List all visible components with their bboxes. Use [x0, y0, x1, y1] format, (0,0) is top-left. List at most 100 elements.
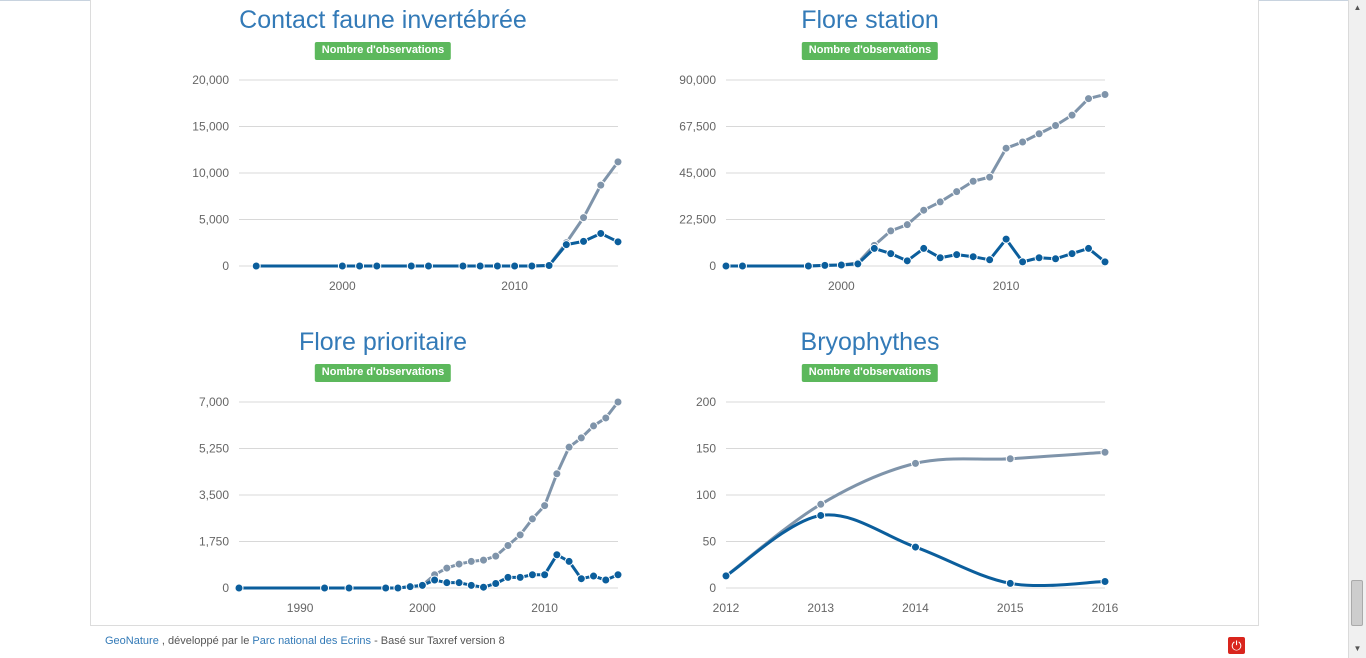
- y-tick-label: 22,500: [679, 213, 716, 227]
- data-point: [985, 255, 995, 265]
- data-point: [442, 578, 452, 588]
- data-point: [1018, 137, 1028, 147]
- y-tick-label: 100: [696, 488, 716, 502]
- chart-flore-station: Flore station Nombre d'observations 0 22,…: [650, 2, 1110, 302]
- data-point: [968, 252, 978, 262]
- data-point: [544, 261, 554, 271]
- y-tick-label: 10,000: [192, 166, 229, 180]
- data-point: [1084, 243, 1094, 253]
- geonature-link[interactable]: GeoNature: [105, 635, 159, 647]
- chart-flore-prioritaire: Flore prioritaire Nombre d'observations …: [163, 324, 623, 624]
- data-point: [721, 571, 731, 581]
- data-point: [820, 260, 830, 270]
- data-point: [1018, 257, 1028, 267]
- data-point: [466, 556, 476, 566]
- data-point: [1005, 578, 1015, 588]
- data-point: [911, 458, 920, 468]
- scroll-down-arrow-icon[interactable]: ▼: [1353, 644, 1362, 653]
- data-point: [503, 540, 513, 550]
- scrollbar[interactable]: ▲ ▼: [1348, 0, 1366, 658]
- series-line-0: [726, 93, 1106, 268]
- series-line-0: [725, 450, 1106, 578]
- data-point: [601, 575, 611, 585]
- data-point: [816, 510, 826, 520]
- data-point: [337, 261, 347, 271]
- data-point: [475, 261, 485, 271]
- y-tick-label: 0: [709, 259, 716, 273]
- y-tick-label: 20,000: [192, 73, 229, 87]
- data-point: [886, 249, 896, 259]
- chart-title: Flore prioritaire: [298, 328, 468, 356]
- data-point: [552, 550, 562, 560]
- data-point: [803, 261, 813, 271]
- x-tick-label: 2015: [997, 601, 1024, 615]
- data-point: [589, 421, 599, 431]
- footer: GeoNature , développé par le Parc nation…: [105, 635, 505, 647]
- parc-ecrins-link[interactable]: Parc national des Ecrins: [252, 635, 372, 647]
- data-point: [491, 551, 501, 561]
- observations-badge: Nombre d'observations: [314, 42, 452, 60]
- data-point: [479, 582, 489, 592]
- data-point: [1001, 234, 1011, 244]
- data-point: [561, 240, 571, 250]
- data-point: [911, 542, 920, 552]
- data-point: [1067, 249, 1077, 259]
- y-tick-label: 0: [222, 259, 229, 273]
- data-point: [935, 253, 945, 263]
- observations-badge: Nombre d'observations: [801, 364, 939, 382]
- x-tick-label: 2000: [329, 279, 356, 293]
- data-point: [503, 572, 513, 582]
- data-point: [552, 469, 562, 479]
- data-point: [1100, 89, 1110, 99]
- x-tick-label: 1990: [287, 601, 314, 615]
- data-point: [479, 555, 489, 565]
- chart-svg: 0 5,000 10,000 15,000 20,000 2000 2010: [192, 73, 623, 293]
- data-point: [564, 442, 574, 452]
- chart-contact-faune: Contact faune invertébrée Nombre d'obser…: [163, 2, 623, 302]
- data-point: [454, 559, 464, 569]
- data-point: [613, 570, 623, 580]
- scrollbar-thumb[interactable]: [1351, 580, 1363, 626]
- data-point: [613, 157, 623, 167]
- y-tick-label: 5,000: [199, 213, 229, 227]
- data-point: [1084, 94, 1094, 104]
- chart-svg: 0 1,750 3,500 5,250 7,000 1990 2000 2010: [199, 395, 623, 615]
- data-point: [492, 261, 502, 271]
- data-point: [540, 570, 550, 580]
- data-point: [355, 261, 365, 271]
- data-point: [836, 260, 846, 270]
- series-line-0: [256, 160, 620, 268]
- data-point: [1100, 447, 1110, 457]
- x-tick-label: 2000: [828, 279, 855, 293]
- data-point: [251, 261, 261, 271]
- data-point: [527, 261, 537, 271]
- chart-bryophythes: Bryophythes Nombre d'observations 0 50 100…: [650, 324, 1119, 624]
- data-point: [1034, 253, 1044, 263]
- x-tick-label: 2010: [993, 279, 1020, 293]
- data-point: [952, 250, 962, 260]
- x-tick-label: 2010: [531, 601, 558, 615]
- power-icon[interactable]: ⏻: [1228, 637, 1245, 654]
- data-point: [527, 514, 537, 524]
- data-point: [1100, 576, 1110, 586]
- x-tick-label: 2010: [501, 279, 528, 293]
- data-point: [1005, 454, 1015, 464]
- x-tick-label: 2014: [902, 601, 929, 615]
- data-point: [417, 580, 427, 590]
- chart-svg: 0 50 100 150 200 2012 2013 2014 2015 2016: [696, 395, 1119, 615]
- data-point: [234, 583, 244, 593]
- data-point: [902, 256, 912, 266]
- data-point: [527, 570, 537, 580]
- data-point: [579, 236, 589, 246]
- data-point: [424, 261, 433, 271]
- y-tick-label: 67,500: [679, 120, 716, 134]
- scroll-up-arrow-icon[interactable]: ▲: [1353, 3, 1362, 12]
- data-point: [564, 556, 574, 566]
- data-point: [579, 213, 589, 223]
- data-point: [613, 237, 623, 247]
- data-point: [372, 261, 382, 271]
- data-point: [454, 578, 464, 588]
- data-point: [919, 205, 929, 215]
- data-point: [816, 499, 826, 509]
- observations-badge: Nombre d'observations: [801, 42, 939, 60]
